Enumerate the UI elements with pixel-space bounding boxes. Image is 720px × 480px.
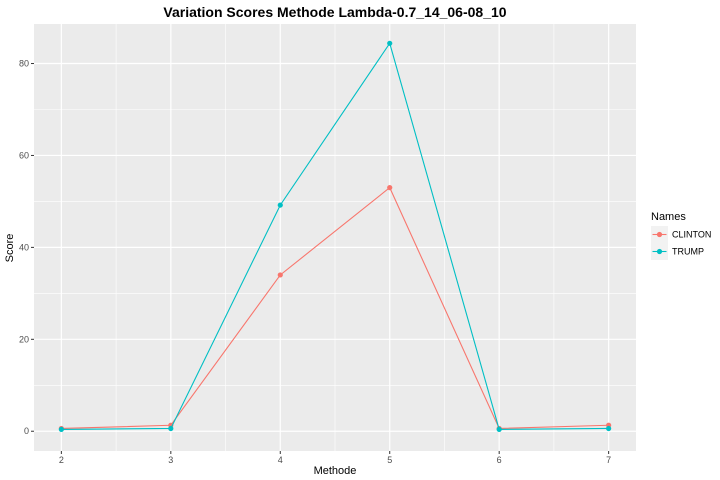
legend-label-clinton: CLINTON (672, 230, 711, 240)
data-point-clinton (277, 272, 283, 278)
chart-title: Variation Scores Methode Lambda-0.7_14_0… (163, 4, 506, 20)
plot-area (34, 24, 636, 451)
x-tick-label: 7 (606, 455, 611, 465)
legend-key-point-clinton (656, 231, 663, 238)
x-tick-label: 4 (278, 455, 283, 465)
y-axis-label: Score (4, 234, 16, 263)
y-tick-label: 40 (19, 242, 29, 252)
series-line-clinton (61, 186, 609, 430)
data-point-trump (277, 202, 283, 208)
x-tick-label: 2 (59, 455, 64, 465)
x-axis-label: Methode (314, 465, 357, 477)
y-tick-label: 80 (19, 59, 29, 69)
y-axis: 0 20 40 60 80 (19, 59, 34, 436)
legend-title: Names (651, 211, 686, 223)
series-trump (58, 40, 612, 432)
x-tick-label: 5 (387, 455, 392, 465)
x-tick-label: 3 (168, 455, 173, 465)
x-axis: 2 3 4 5 6 7 (59, 451, 611, 465)
data-point-trump (168, 425, 174, 432)
data-point-trump (387, 40, 393, 46)
legend: Names CLINTON TRUMP (651, 211, 711, 260)
data-point-trump (606, 425, 612, 432)
x-tick-label: 6 (497, 455, 502, 465)
y-tick-label: 20 (19, 334, 29, 344)
data-point-trump (496, 426, 502, 432)
data-point-clinton (387, 185, 393, 191)
legend-label-trump: TRUMP (672, 247, 704, 257)
y-tick-label: 60 (19, 150, 29, 160)
legend-key-point-trump (656, 248, 663, 255)
series-line-trump (61, 42, 609, 430)
y-tick-label: 0 (24, 426, 29, 436)
data-point-trump (58, 426, 64, 432)
